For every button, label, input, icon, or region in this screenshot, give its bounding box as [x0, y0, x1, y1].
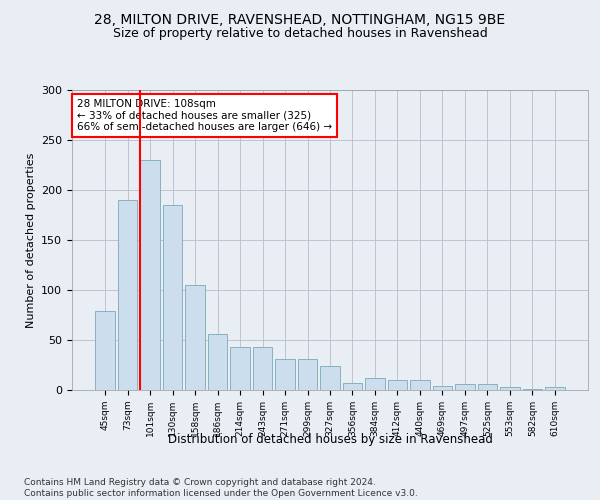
Y-axis label: Number of detached properties: Number of detached properties	[26, 152, 35, 328]
Bar	[365, 378, 385, 390]
Bar	[253, 347, 272, 390]
Bar	[320, 366, 340, 390]
Bar	[410, 380, 430, 390]
Bar	[478, 384, 497, 390]
Bar	[230, 347, 250, 390]
Text: 28 MILTON DRIVE: 108sqm
← 33% of detached houses are smaller (325)
66% of semi-d: 28 MILTON DRIVE: 108sqm ← 33% of detache…	[77, 99, 332, 132]
Bar	[298, 359, 317, 390]
Bar	[433, 386, 452, 390]
Bar	[208, 334, 227, 390]
Text: Distribution of detached houses by size in Ravenshead: Distribution of detached houses by size …	[167, 432, 493, 446]
Bar	[500, 387, 520, 390]
Text: 28, MILTON DRIVE, RAVENSHEAD, NOTTINGHAM, NG15 9BE: 28, MILTON DRIVE, RAVENSHEAD, NOTTINGHAM…	[94, 12, 506, 26]
Bar	[140, 160, 160, 390]
Bar	[185, 285, 205, 390]
Text: Size of property relative to detached houses in Ravenshead: Size of property relative to detached ho…	[113, 28, 487, 40]
Bar	[523, 389, 542, 390]
Bar	[545, 387, 565, 390]
Bar	[118, 200, 137, 390]
Bar	[95, 311, 115, 390]
Bar	[388, 380, 407, 390]
Text: Contains HM Land Registry data © Crown copyright and database right 2024.
Contai: Contains HM Land Registry data © Crown c…	[24, 478, 418, 498]
Bar	[455, 384, 475, 390]
Bar	[275, 359, 295, 390]
Bar	[163, 205, 182, 390]
Bar	[343, 383, 362, 390]
